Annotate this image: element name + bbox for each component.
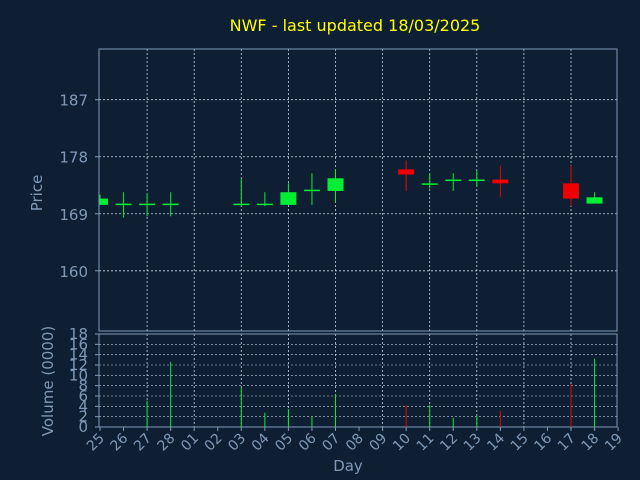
candle-body [398, 169, 415, 175]
candle-body [563, 183, 579, 199]
candle-body [162, 203, 179, 206]
price-panel-border [98, 48, 618, 332]
volume-bars [146, 358, 596, 427]
candle-body [100, 198, 108, 205]
volume-tick-label: 12 [69, 356, 88, 374]
candle-body [445, 179, 462, 182]
candle-body [468, 179, 485, 182]
volume-tick-label: 2 [78, 408, 88, 426]
volume-tick-label: 18 [69, 325, 88, 343]
volume-tick-label: 14 [69, 346, 88, 364]
candle-body [303, 189, 320, 192]
price-tick-label: 160 [59, 263, 88, 281]
candle-body [280, 192, 297, 205]
candle-body [115, 203, 132, 206]
candle-body [233, 203, 250, 206]
candle-body [586, 197, 603, 204]
candle-body [421, 183, 438, 185]
volume-tick-label: 8 [78, 377, 88, 395]
volume-tick-label: 6 [78, 387, 88, 405]
volume-tick-label: 0 [78, 418, 88, 436]
candle-body [256, 203, 273, 206]
volume-tick-label: 10 [69, 366, 88, 384]
candle-body [492, 179, 509, 184]
chart-title: NWF - last updated 18/03/2025 [230, 16, 481, 35]
candles [99, 160, 603, 218]
price-tick-label: 187 [59, 92, 88, 110]
price-axis: 160 169 178 187 [59, 92, 99, 281]
price-tick-label: 178 [59, 149, 88, 167]
x-axis-label: Day [333, 457, 363, 475]
candle-body [327, 178, 344, 191]
volume-panel-border [98, 333, 618, 428]
price-axis-label: Price [28, 175, 46, 212]
candle-body [139, 203, 156, 206]
volume-axis-label: Volume (0000) [39, 326, 57, 436]
volume-tick-label: 4 [78, 397, 88, 415]
price-tick-label: 169 [59, 206, 88, 224]
price-panel: 160 169 178 187 [59, 48, 618, 332]
volume-tick-label: 16 [69, 335, 88, 353]
